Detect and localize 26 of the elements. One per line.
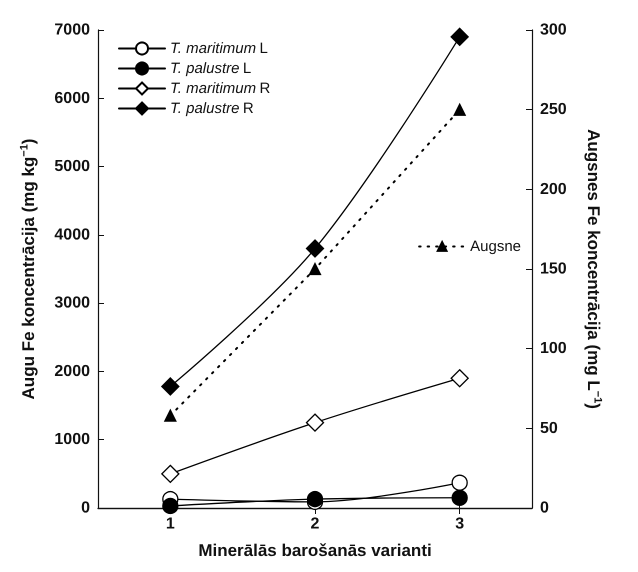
x-tick-label: 2 (310, 516, 320, 532)
legend-label: T. palustre R (170, 100, 254, 117)
y-tick-label: 3000 (54, 294, 90, 312)
y2-tick-label: 50 (540, 420, 558, 437)
x-tick-label: 1 (166, 516, 175, 532)
y2-tick-label: 0 (540, 500, 549, 516)
y-tick-label: 7000 (54, 22, 90, 38)
y2-axis-title: Augsnes Fe koncentrācija (mg L−1) (584, 129, 604, 409)
legend-label: T. maritimum L (170, 40, 268, 57)
y-axis-title: Augu Fe koncentrācija (mg kg−1) (18, 138, 38, 400)
y-tick-label: 4000 (54, 226, 90, 244)
x-axis-title: Minerālās barošanās varianti (198, 541, 432, 560)
y2-tick-label: 100 (540, 340, 567, 358)
x-tick-label: 3 (455, 516, 464, 532)
y-tick-label: 6000 (54, 90, 90, 107)
y2-tick-label: 150 (540, 260, 567, 278)
y2-tick-label: 200 (540, 180, 567, 198)
legend-label: T. maritimum R (170, 80, 270, 97)
y-tick-label: 2000 (54, 362, 90, 380)
y-tick-label: 1000 (54, 431, 90, 448)
y-tick-label: 0 (81, 500, 90, 516)
y2-tick-label: 250 (540, 101, 567, 118)
legend-label: Augsne (470, 238, 521, 255)
y2-tick-label: 300 (540, 22, 567, 38)
legend-label: T. palustre L (170, 60, 252, 77)
y-tick-label: 5000 (54, 158, 90, 176)
